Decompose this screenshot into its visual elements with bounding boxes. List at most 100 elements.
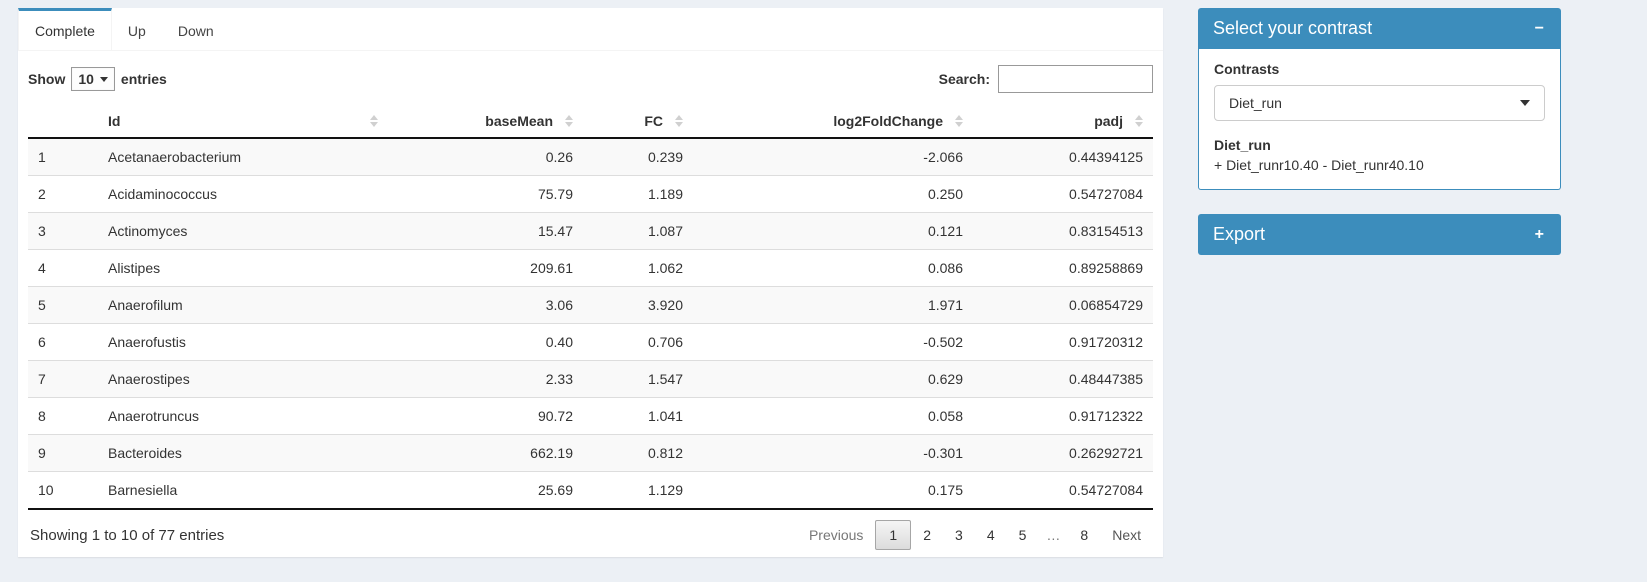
cell-basemean: 2.33 <box>388 360 583 398</box>
row-index: 1 <box>28 137 98 176</box>
cell-log2fc: 0.121 <box>693 212 973 250</box>
page-length-select[interactable]: 10 <box>71 67 115 91</box>
row-index: 6 <box>28 323 98 361</box>
export-box-title: Export <box>1213 224 1266 244</box>
table-row[interactable]: 4 Alistipes 209.61 1.062 0.086 0.89258869 <box>28 249 1153 287</box>
cell-basemean: 209.61 <box>388 249 583 287</box>
cell-id: Alistipes <box>98 249 388 287</box>
tab-down[interactable]: Down <box>177 23 214 39</box>
column-header-log2foldchange[interactable]: log2FoldChange <box>693 105 973 139</box>
column-header-basemean[interactable]: baseMean <box>388 105 583 139</box>
next-button[interactable]: Next <box>1112 527 1141 543</box>
results-table-body: 1 Acetanaerobacterium 0.26 0.239 -2.066 0.443… <box>28 137 1153 510</box>
expand-plus-icon[interactable]: + <box>1534 225 1544 243</box>
page-button-5[interactable]: 5 <box>1018 527 1027 543</box>
collapse-minus-icon[interactable]: − <box>1534 19 1544 37</box>
cell-fc: 1.062 <box>583 249 693 287</box>
cell-log2fc: 0.250 <box>693 175 973 213</box>
previous-button[interactable]: Previous <box>808 527 864 543</box>
page-button-3[interactable]: 3 <box>955 527 963 543</box>
show-label: Show <box>28 71 66 87</box>
contrast-box-body: Contrasts Diet_run Diet_run + Diet_runr1… <box>1198 49 1561 190</box>
page-button-1[interactable]: 1 <box>875 520 912 550</box>
cell-id: Acetanaerobacterium <box>98 137 388 176</box>
sort-icon <box>1135 115 1143 127</box>
table-row[interactable]: 8 Anaerotruncus 90.72 1.041 0.058 0.91712322 <box>28 397 1153 435</box>
cell-fc: 0.812 <box>583 434 693 472</box>
row-index: 7 <box>28 360 98 398</box>
table-row[interactable]: 6 Anaerofustis 0.40 0.706 -0.502 0.91720312 <box>28 323 1153 361</box>
cell-basemean: 0.40 <box>388 323 583 361</box>
caret-down-icon <box>1520 100 1530 106</box>
table-row[interactable]: 10 Barnesiella 25.69 1.129 0.175 0.54727084 <box>28 471 1153 510</box>
page-button-8[interactable]: 8 <box>1080 527 1089 543</box>
tab-bar: Complete Up Down <box>18 8 1163 51</box>
table-row[interactable]: 5 Anaerofilum 3.06 3.920 1.971 0.06854729 <box>28 286 1153 324</box>
row-index: 3 <box>28 212 98 250</box>
cell-basemean: 25.69 <box>388 471 583 510</box>
page-button-4[interactable]: 4 <box>986 527 995 543</box>
row-index: 10 <box>28 471 98 510</box>
pagination: Previous 1 2 3 4 5 … 8 Next <box>797 520 1153 550</box>
table-row[interactable]: 9 Bacteroides 662.19 0.812 -0.301 0.26292721 <box>28 434 1153 472</box>
ellipsis: … <box>1046 527 1061 543</box>
cell-log2fc: 0.086 <box>693 249 973 287</box>
row-index: 2 <box>28 175 98 213</box>
table-row[interactable]: 3 Actinomyces 15.47 1.087 0.121 0.83154513 <box>28 212 1153 250</box>
cell-fc: 1.087 <box>583 212 693 250</box>
cell-basemean: 3.06 <box>388 286 583 324</box>
search-control: Search: <box>939 65 1153 93</box>
cell-basemean: 15.47 <box>388 212 583 250</box>
column-header-index <box>28 105 98 139</box>
cell-basemean: 662.19 <box>388 434 583 472</box>
cell-id: Anaerofilum <box>98 286 388 324</box>
sort-icon <box>955 115 963 127</box>
cell-basemean: 0.26 <box>388 137 583 176</box>
contrast-box-header: Select your contrast − <box>1198 8 1561 49</box>
cell-id: Bacteroides <box>98 434 388 472</box>
export-box: Export + <box>1198 214 1561 255</box>
cell-id: Anaerofustis <box>98 323 388 361</box>
column-label: Id <box>108 113 121 129</box>
contrast-select[interactable]: Diet_run <box>1214 85 1545 121</box>
cell-fc: 1.189 <box>583 175 693 213</box>
table-row[interactable]: 1 Acetanaerobacterium 0.26 0.239 -2.066 0.443… <box>28 137 1153 176</box>
cell-log2fc: 0.629 <box>693 360 973 398</box>
column-header-fc[interactable]: FC <box>583 105 693 139</box>
cell-basemean: 90.72 <box>388 397 583 435</box>
cell-padj: 0.91712322 <box>973 397 1153 435</box>
sort-icon <box>370 115 378 127</box>
cell-log2fc: 0.058 <box>693 397 973 435</box>
table-row[interactable]: 7 Anaerostipes 2.33 1.547 0.629 0.48447385 <box>28 360 1153 398</box>
cell-id: Actinomyces <box>98 212 388 250</box>
table-row[interactable]: 2 Acidaminococcus 75.79 1.189 0.250 0.5472708… <box>28 175 1153 213</box>
column-label: FC <box>644 113 663 129</box>
contrast-name: Diet_run <box>1214 137 1271 153</box>
cell-basemean: 75.79 <box>388 175 583 213</box>
export-box-header: Export + <box>1198 214 1561 255</box>
contrast-formula: + Diet_runr10.40 - Diet_runr40.10 <box>1214 157 1424 173</box>
table-header-row: Id baseMean FC <box>28 105 1153 139</box>
search-input[interactable] <box>998 65 1153 93</box>
column-label: padj <box>1094 113 1123 129</box>
sort-icon <box>565 115 573 127</box>
tab-up[interactable]: Up <box>127 23 146 39</box>
table-info: Showing 1 to 10 of 77 entries <box>30 526 225 544</box>
cell-padj: 0.83154513 <box>973 212 1153 250</box>
tab-complete[interactable]: Complete <box>18 8 112 50</box>
cell-fc: 3.920 <box>583 286 693 324</box>
cell-padj: 0.44394125 <box>973 137 1153 176</box>
column-header-id[interactable]: Id <box>98 105 388 139</box>
cell-padj: 0.89258869 <box>973 249 1153 287</box>
contrast-select-value: Diet_run <box>1229 95 1282 111</box>
cell-id: Anaerotruncus <box>98 397 388 435</box>
cell-fc: 1.129 <box>583 471 693 510</box>
tab-content: Show 10 entries Search: <box>18 51 1163 560</box>
cell-padj: 0.06854729 <box>973 286 1153 324</box>
page-length-value: 10 <box>78 71 94 87</box>
cell-padj: 0.54727084 <box>973 471 1153 510</box>
page-button-2[interactable]: 2 <box>923 527 932 543</box>
column-header-padj[interactable]: padj <box>973 105 1153 139</box>
row-index: 9 <box>28 434 98 472</box>
cell-log2fc: -0.301 <box>693 434 973 472</box>
